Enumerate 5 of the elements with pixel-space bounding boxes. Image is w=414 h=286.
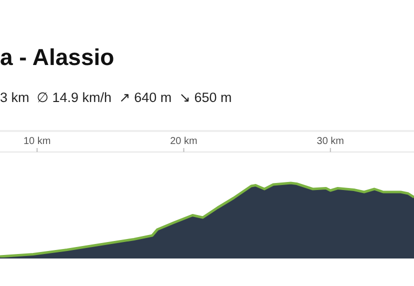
chart-subtitle: 3 km ∅ 14.9 km/h ↗ 640 m ↘ 650 m [0,90,232,106]
chart-title: a - Alassio [0,44,114,71]
x-tick-label: 10 km [23,136,51,147]
x-tick-label: 20 km [170,136,198,147]
x-tick-label: 30 km [316,136,344,147]
